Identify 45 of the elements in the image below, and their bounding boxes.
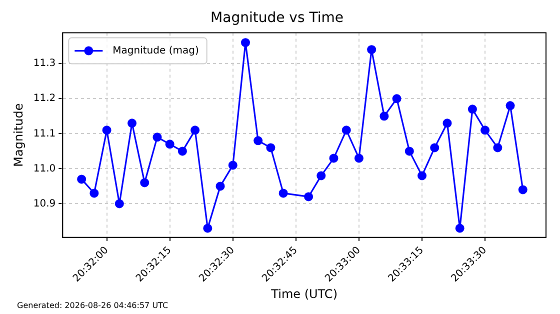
point	[266, 143, 276, 152]
point	[354, 154, 364, 163]
point	[304, 192, 314, 202]
point	[128, 118, 137, 128]
point	[114, 199, 124, 208]
text: Generated: 2026-08-26 04:46:57 UTC	[17, 301, 168, 310]
point	[506, 101, 515, 110]
point	[430, 143, 440, 152]
point	[455, 224, 464, 233]
point	[140, 178, 150, 188]
point	[240, 38, 250, 48]
point	[442, 118, 452, 128]
point	[102, 126, 112, 135]
point	[392, 94, 402, 104]
point	[203, 224, 212, 233]
point	[165, 140, 174, 149]
point	[518, 185, 528, 194]
point	[329, 154, 338, 163]
y-tick-label: 11.2	[33, 93, 56, 104]
chart-title: Magnitude vs Time	[210, 10, 344, 26]
point	[90, 188, 99, 198]
point	[152, 132, 162, 142]
x-axis-title: Time (UTC)	[270, 286, 338, 301]
point	[480, 126, 490, 135]
point	[228, 160, 238, 170]
point	[418, 171, 427, 180]
point	[178, 146, 187, 156]
y-tick-label: 11.3	[33, 58, 56, 70]
point	[342, 126, 351, 135]
point	[367, 45, 376, 54]
point	[316, 171, 326, 180]
point	[404, 146, 414, 156]
point	[254, 136, 263, 146]
point	[380, 112, 389, 121]
legend-label: Magnitude (mag)	[112, 45, 199, 56]
y-tick-label: 10.9	[33, 198, 56, 210]
point	[216, 182, 225, 191]
point	[468, 104, 477, 114]
point	[77, 174, 86, 184]
y-tick-label: 11.0	[33, 163, 56, 174]
y-tick-label: 11.1	[33, 128, 56, 140]
point	[493, 143, 502, 152]
point	[278, 188, 288, 198]
y-axis-title: Magnitude	[11, 103, 26, 167]
point	[190, 126, 200, 135]
